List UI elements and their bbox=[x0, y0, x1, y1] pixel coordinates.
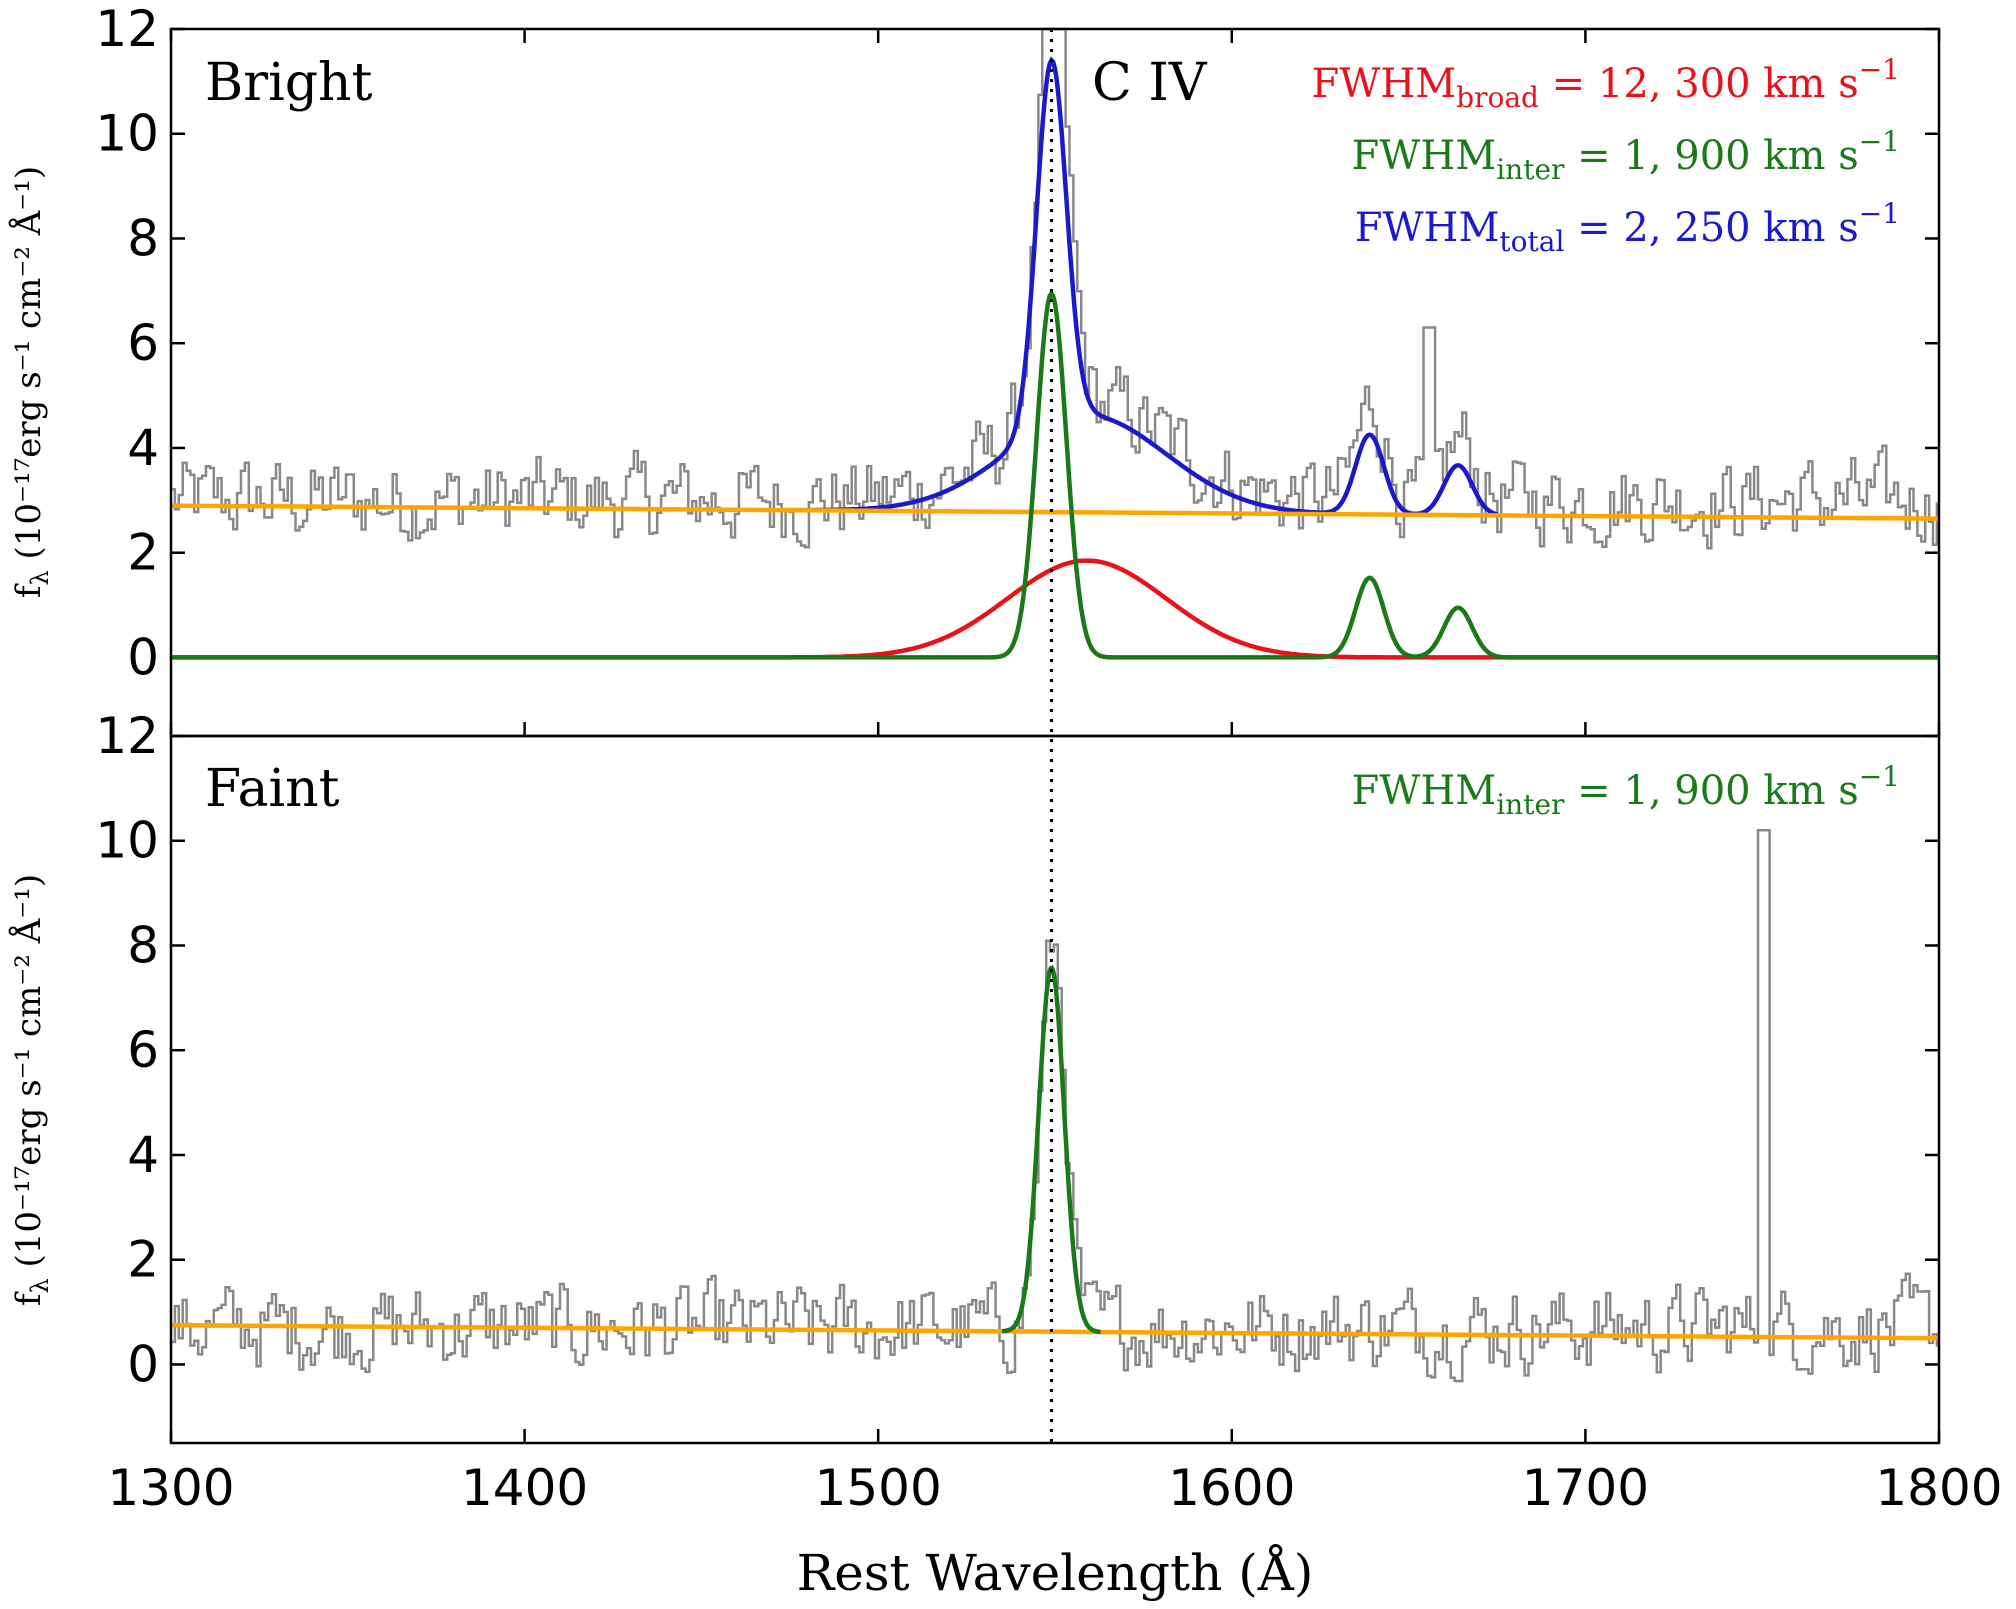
x-ticks: 1300 1400 1500 1600 1700 1800 bbox=[107, 29, 2003, 1517]
continuum-bright bbox=[170, 503, 1940, 521]
y-ticks-bright: 0 2 4 6 8 10 12 bbox=[95, 0, 1939, 686]
x-axis-label: Rest Wavelength (Å) bbox=[797, 1543, 1314, 1602]
y-tick-label-bright-4: 4 bbox=[127, 419, 159, 477]
y-tick-label-faint-4: 4 bbox=[127, 1126, 159, 1184]
x-tick-label-1800: 1800 bbox=[1875, 1459, 2002, 1517]
bright-curves bbox=[170, 27, 1940, 660]
y-axis-label-faint: fλ (10⁻¹⁷erg s⁻¹ cm⁻² Å⁻¹) bbox=[8, 874, 54, 1306]
x-tick-label-1300: 1300 bbox=[107, 1459, 234, 1517]
x-tick-label-1400: 1400 bbox=[461, 1459, 588, 1517]
y-tick-label-faint-6: 6 bbox=[127, 1021, 159, 1079]
y-tick-label-bright-12: 12 bbox=[95, 0, 159, 58]
broad-component-bright bbox=[171, 558, 1939, 660]
bright-annotations: FWHMbroad = 12, 300 km s−1 FWHMinter = 1,… bbox=[1311, 53, 1900, 258]
x-tick-label-1500: 1500 bbox=[815, 1459, 942, 1517]
y-tick-label-faint-2: 2 bbox=[127, 1231, 159, 1289]
intermediate-component-bright bbox=[171, 289, 1939, 660]
panel-faint-label: Faint bbox=[205, 759, 340, 819]
y-tick-label-faint-0: 0 bbox=[127, 1335, 159, 1393]
civ-label: C IV bbox=[1092, 53, 1208, 113]
panel-faint: 0 2 4 6 8 10 12 Faint FWHMinter = 1, 900 km s−… bbox=[95, 707, 1941, 1445]
fwhm-annotation-inter-bright: FWHMinter = 1, 900 km s−1 bbox=[1352, 125, 1901, 186]
fwhm-annotation-total-bright: FWHMtotal = 2, 250 km s−1 bbox=[1355, 197, 1900, 258]
y-tick-label-bright-2: 2 bbox=[127, 524, 159, 582]
fwhm-annotation-inter-faint: FWHMinter = 1, 900 km s−1 bbox=[1352, 760, 1901, 821]
y-ticks-faint: 0 2 4 6 8 10 12 bbox=[95, 707, 1939, 1393]
x-tick-label-1700: 1700 bbox=[1522, 1459, 1649, 1517]
faint-curves bbox=[170, 829, 1940, 1383]
y-tick-label-faint-10: 10 bbox=[95, 812, 159, 870]
y-tick-label-bright-10: 10 bbox=[95, 105, 159, 163]
x-tick-label-1600: 1600 bbox=[1168, 1459, 1295, 1517]
y-tick-label-faint-8: 8 bbox=[127, 916, 159, 974]
panel-bright: 0 2 4 6 8 10 12 Bright C IV FWHMbroad = 12, 30… bbox=[95, 0, 1941, 738]
y-tick-label-bright-6: 6 bbox=[127, 314, 159, 372]
y-tick-label-faint-12: 12 bbox=[95, 707, 159, 765]
y-tick-label-bright-0: 0 bbox=[127, 628, 159, 686]
total-fit-bright bbox=[789, 56, 1498, 517]
y-tick-label-bright-8: 8 bbox=[127, 209, 159, 267]
spectrum-data-faint bbox=[171, 829, 1939, 1383]
continuum-faint bbox=[170, 1322, 1940, 1341]
intermediate-component-faint bbox=[1002, 965, 1101, 1335]
panel-bright-label: Bright bbox=[205, 53, 372, 113]
y-axis-label-bright: fλ (10⁻¹⁷erg s⁻¹ cm⁻² Å⁻¹) bbox=[8, 166, 54, 598]
fwhm-annotation-broad-bright: FWHMbroad = 12, 300 km s−1 bbox=[1311, 53, 1900, 114]
panel-faint-frame bbox=[169, 734, 1941, 1445]
faint-annotations: FWHMinter = 1, 900 km s−1 bbox=[1352, 760, 1901, 821]
